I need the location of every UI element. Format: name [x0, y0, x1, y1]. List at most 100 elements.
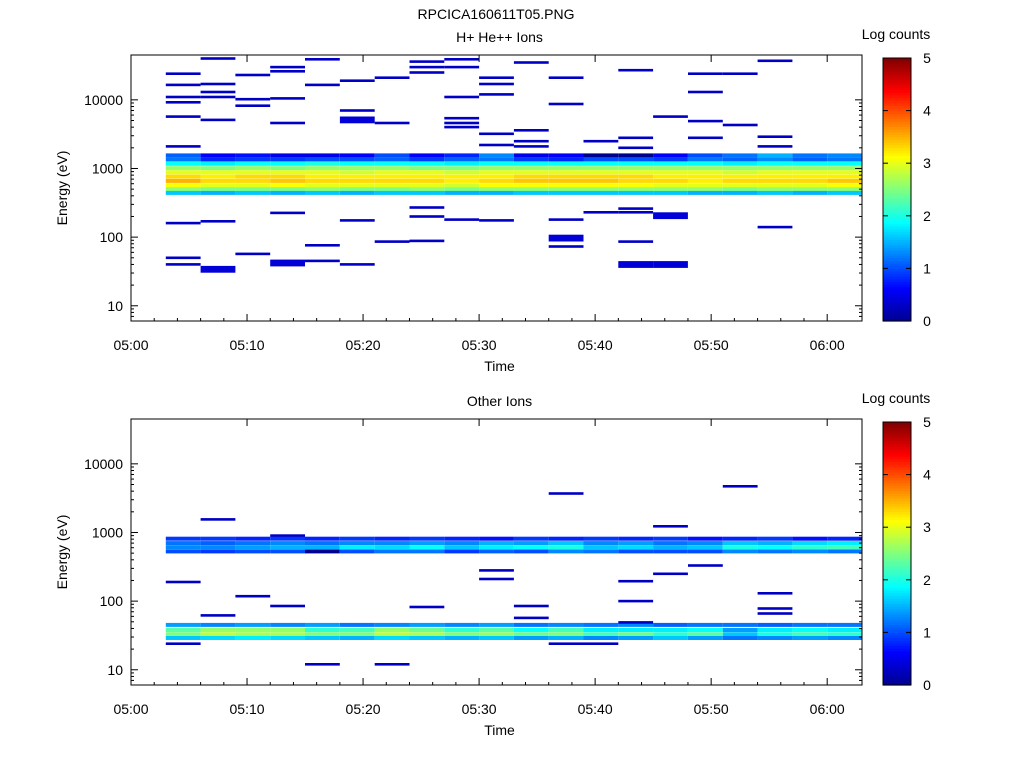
chart-0-colorbar-swatch: [883, 181, 911, 185]
chart-0-sparse-cell: [165, 83, 201, 87]
chart-0-colorbar-swatch: [883, 184, 911, 188]
chart-1-low-band-cell: [200, 622, 236, 627]
chart-0-main-band-cell: [374, 166, 410, 171]
chart-0-x-tick-label: 05:30: [462, 337, 497, 353]
chart-1-colorbar-swatch: [883, 545, 911, 549]
chart-0-main-band-cell: [339, 178, 375, 183]
chart-0-main-band-cell: [548, 190, 584, 195]
chart-0-colorbar-swatch: [883, 160, 911, 164]
chart-0-sparse-cell: [200, 220, 236, 223]
chart-0-colorbar-swatch: [883, 200, 911, 204]
chart-0-main-band-cell: [548, 178, 584, 183]
chart-1-high-band-cell: [583, 541, 619, 546]
chart-0-main-band-cell: [618, 170, 654, 175]
chart-1-sparse-cell: [618, 579, 654, 583]
chart-0-sparse-cell: [653, 212, 688, 220]
chart-0-colorbar-swatch: [883, 318, 911, 322]
chart-0-colorbar-swatch: [883, 207, 911, 212]
chart-1-high-band-cell: [653, 541, 688, 546]
chart-0-main-band-cell: [827, 153, 862, 158]
chart-0-colorbar-swatch: [883, 97, 911, 101]
chart-0-main-band-cell: [757, 187, 793, 192]
chart-0-main-band-cell: [513, 170, 549, 175]
chart-1-colorbar-swatch: [883, 598, 911, 602]
chart-0-main-band-cell: [688, 178, 723, 183]
chart-0-main-band-cell: [270, 187, 305, 192]
chart-0-sparse-cell: [165, 72, 201, 75]
chart-0-main-band-cell: [235, 178, 271, 183]
chart-1-high-band-cell: [270, 541, 305, 546]
chart-0-colorbar-swatch: [883, 102, 911, 106]
chart-1-colorbar-swatch: [883, 487, 911, 491]
chart-0-main-band-cell: [688, 170, 723, 175]
chart-1-low-band-cell: [339, 622, 375, 627]
chart-1-colorbar-label: Log counts: [862, 390, 931, 406]
chart-0-main-band-cell: [618, 190, 654, 195]
chart-1-colorbar-swatch: [883, 585, 911, 589]
chart-1-colorbar-tick-label: 1: [923, 624, 931, 640]
chart-0-sparse-cell: [305, 58, 340, 61]
chart-0-main-band-cell: [792, 170, 828, 175]
chart-0-colorbar-swatch: [883, 305, 911, 309]
chart-0-sparse-cell: [583, 211, 619, 214]
chart-0-colorbar-swatch: [883, 249, 911, 254]
chart-0-main-band-cell: [165, 190, 201, 195]
chart-0-colorbar-swatch: [883, 244, 911, 248]
chart-0-sparse-cell: [583, 139, 619, 143]
chart-0-colorbar-swatch: [883, 60, 911, 64]
chart-1-sparse-cell: [618, 599, 654, 603]
chart-0-sparse-cell: [339, 263, 375, 266]
chart-1-sparse-cell: [653, 572, 688, 576]
chart-0-colorbar-swatch: [883, 142, 911, 146]
chart-1-low-band-cell: [618, 636, 654, 640]
chart-1-colorbar-swatch: [883, 571, 911, 576]
chart-0-plot-frame: [130, 54, 863, 322]
chart-1-colorbar-swatch: [883, 671, 911, 676]
chart-0-main-band-cell: [479, 183, 514, 188]
chart-0-sparse-cell: [618, 207, 654, 210]
chart-0-colorbar-swatch: [883, 147, 911, 151]
chart-0-x-tick-label: 05:10: [230, 337, 265, 353]
chart-0-sparse-cell: [409, 206, 445, 209]
chart-0-main-band-cell: [757, 190, 793, 195]
chart-0-sparse-cell: [548, 102, 584, 106]
chart-0-colorbar-swatch: [883, 152, 911, 156]
chart-1-colorbar-swatch: [883, 550, 911, 555]
chart-0-main-band-cell: [479, 166, 514, 171]
chart-0-colorbar-swatch: [883, 155, 911, 159]
chart-0-x-tick-label: 05:50: [694, 337, 729, 353]
chart-1-low-band-cell: [757, 636, 793, 640]
chart-1-low-band-cell: [374, 632, 410, 637]
chart-1-high-band-cell: [409, 549, 445, 554]
chart-1-low-band-cell: [235, 632, 271, 637]
chart-1-sparse-cell: [583, 642, 619, 645]
chart-1-low-band-cell: [583, 628, 619, 632]
chart-0-colorbar-swatch: [883, 257, 911, 262]
chart-1-high-band-cell: [200, 545, 236, 550]
chart-1-colorbar-swatch: [883, 464, 911, 468]
chart-0-main-band-cell: [583, 161, 619, 166]
chart-1-high-band-cell: [722, 541, 758, 546]
chart-0-main-band-cell: [513, 183, 549, 188]
chart-0-main-band-cell: [235, 190, 271, 195]
chart-1-high-band-cell: [548, 545, 584, 550]
chart-0-main-band-cell: [235, 174, 271, 179]
chart-0-colorbar-swatch: [883, 168, 911, 172]
chart-0-colorbar-tick-label: 1: [923, 260, 931, 276]
chart-0-main-band-cell: [792, 174, 828, 179]
chart-0-main-band-cell: [409, 166, 445, 171]
chart-0-main-band-cell: [688, 174, 723, 179]
chart-0-colorbar-swatch: [883, 171, 911, 175]
chart-0-sparse-cell: [757, 135, 793, 138]
chart-0-main-band-cell: [513, 190, 549, 195]
chart-1-sparse-cell: [374, 663, 410, 666]
chart-0-main-band-cell: [653, 183, 688, 188]
chart-0-sparse-cell: [200, 57, 236, 60]
chart-1-high-band-cell: [235, 541, 271, 546]
chart-0-main-band-cell: [165, 170, 201, 175]
chart-0-colorbar-swatch: [883, 129, 911, 133]
chart-1-sparse-cell: [479, 577, 514, 581]
chart-0-sparse-cell: [270, 70, 305, 73]
chart-1-high-band-cell: [548, 541, 584, 546]
chart-1-sparse-cell: [513, 616, 549, 620]
